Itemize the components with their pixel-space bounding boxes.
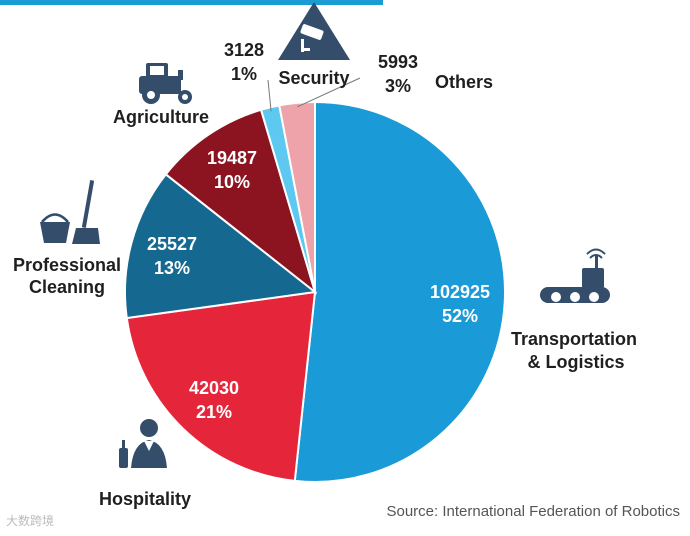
percent-label-cleaning: 13% — [154, 258, 190, 278]
value-label-hospitality: 42030 — [189, 378, 239, 398]
category-label-security: Security — [278, 68, 349, 88]
category-label-agriculture: Agriculture — [113, 107, 209, 127]
percent-label-hospitality: 21% — [196, 402, 232, 422]
robot-vehicle-icon — [540, 248, 610, 303]
value-label-agriculture: 19487 — [207, 148, 257, 168]
pie-slice-agriculture — [164, 108, 317, 295]
category-label-transportation-line2: & Logistics — [527, 352, 624, 372]
pie-slice-others — [278, 100, 316, 293]
pie-slice-transportation-logistics — [293, 100, 506, 483]
tractor-icon — [139, 63, 192, 104]
value-label-transportation: 102925 — [430, 282, 490, 302]
category-label-cleaning-line1: Professional — [13, 255, 121, 275]
pie-slice-hospitality — [125, 290, 317, 483]
leader-line-security — [267, 79, 272, 112]
percent-label-others: 3% — [385, 76, 411, 96]
percent-label-security: 1% — [231, 64, 257, 84]
value-label-cleaning: 25527 — [147, 234, 197, 254]
waiter-icon — [119, 419, 167, 468]
pie-slice-professional-cleaning — [124, 172, 318, 320]
category-label-transportation-line1: Transportation — [511, 329, 637, 349]
category-label-others: Others — [435, 72, 493, 92]
value-label-others: 5993 — [378, 52, 418, 72]
percent-label-agriculture: 10% — [214, 172, 250, 192]
cleaning-bucket-mop-icon — [40, 180, 100, 244]
category-label-hospitality: Hospitality — [99, 489, 191, 509]
security-camera-icon — [278, 2, 350, 60]
value-label-security: 3128 — [224, 40, 264, 60]
source-caption: Source: International Federation of Robo… — [386, 503, 680, 520]
top-accent-bar — [0, 0, 383, 5]
leader-line-others — [297, 77, 361, 108]
percent-label-transportation: 52% — [442, 306, 478, 326]
category-label-cleaning-line2: Cleaning — [29, 277, 105, 297]
watermark-text: 大数跨境 — [6, 514, 55, 528]
